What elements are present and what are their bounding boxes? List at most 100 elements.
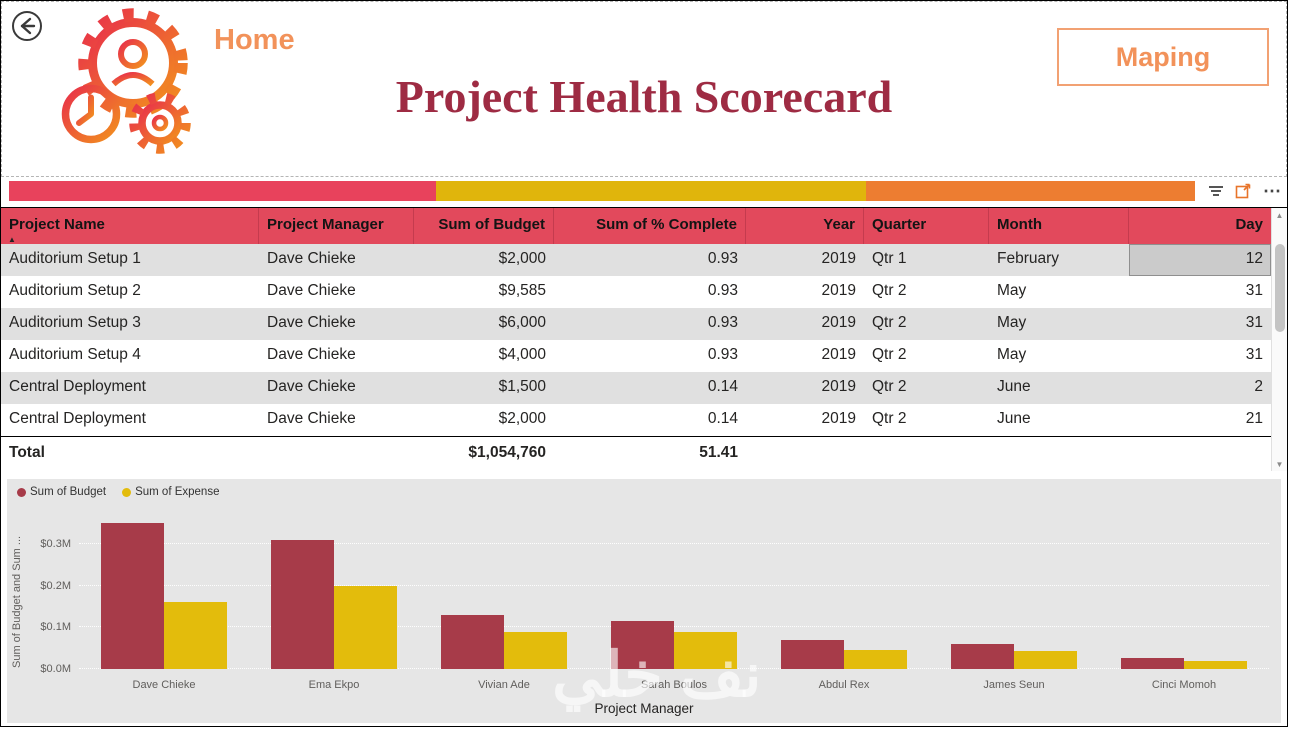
total-cell [259, 437, 414, 471]
table-row[interactable]: Auditorium Setup 1 Dave Chieke $2,000 0.93 2… [1, 244, 1271, 276]
back-button[interactable] [11, 10, 43, 42]
bar-group [79, 515, 249, 669]
scrollbar-thumb[interactable] [1275, 244, 1285, 332]
x-axis-title: Project Manager [594, 701, 694, 716]
cell-month: May [997, 314, 1027, 331]
table-row[interactable]: Central Deployment Dave Chieke $1,500 0.14 2… [1, 372, 1271, 404]
cell-day: 12 [1129, 244, 1271, 276]
cell-quarter: Qtr 2 [872, 410, 907, 427]
bar-sum-of-budget[interactable] [950, 644, 1014, 669]
column-header-day[interactable]: Day [1129, 208, 1271, 244]
project-table: Project Name ▲ Project Manager Sum of Budge… [1, 207, 1287, 471]
gears-clock-logo-icon [46, 6, 211, 176]
cell-month: May [997, 282, 1027, 299]
cell-month: February [997, 250, 1060, 267]
total-cell: 51.41 [699, 444, 738, 461]
legend-item[interactable]: Sum of Expense [122, 486, 219, 498]
bar-sum-of-expense[interactable] [334, 585, 398, 669]
bar-sum-of-budget[interactable] [610, 621, 674, 669]
bar-sum-of-budget[interactable] [440, 614, 504, 669]
cell-project: Central Deployment [9, 410, 146, 427]
filter-icon[interactable] [1209, 186, 1223, 196]
cell-month: June [997, 410, 1031, 427]
visual-toolbar: ⋯ [1209, 181, 1281, 201]
column-header-complete[interactable]: Sum of % Complete [554, 208, 746, 244]
cell-quarter: Qtr 1 [872, 250, 907, 267]
cell-quarter: Qtr 2 [872, 282, 907, 299]
x-axis-label: Vivian Ade [478, 679, 530, 691]
slicer-segment-yellow[interactable] [435, 181, 867, 201]
bar-sum-of-expense[interactable] [164, 602, 228, 669]
x-axis-label: Dave Chieke [132, 679, 196, 691]
bar-sum-of-budget[interactable] [780, 639, 844, 669]
bar-sum-of-budget[interactable] [270, 539, 334, 669]
column-header-manager[interactable]: Project Manager [259, 208, 414, 244]
column-header-year[interactable]: Year [746, 208, 864, 244]
cell-budget: $2,000 [498, 250, 546, 267]
cell-month: May [997, 346, 1027, 363]
cell-complete: 0.14 [707, 378, 738, 395]
cell-project: Auditorium Setup 2 [9, 282, 141, 299]
cell-day: 2 [1254, 378, 1263, 395]
cell-manager: Dave Chieke [267, 346, 356, 363]
maping-button[interactable]: Maping [1057, 28, 1269, 86]
total-cell [1129, 437, 1271, 471]
table-scrollbar[interactable]: ▲ ▼ [1271, 208, 1287, 471]
column-header-quarter[interactable]: Quarter [864, 208, 989, 244]
cell-year: 2019 [821, 314, 856, 331]
bar-sum-of-expense[interactable] [504, 631, 568, 669]
legend-dot [122, 487, 132, 497]
bar-sum-of-expense[interactable] [1184, 660, 1248, 669]
x-axis-label: Abdul Rex [818, 679, 870, 691]
column-header-project[interactable]: Project Name ▲ [1, 208, 259, 244]
cell-month: June [997, 378, 1031, 395]
bar-groups [79, 515, 1269, 669]
slicer-segment-red[interactable] [9, 181, 436, 201]
y-tick-label: $0.1M [40, 621, 71, 634]
scroll-up-icon[interactable]: ▲ [1275, 210, 1284, 220]
cell-complete: 0.93 [707, 282, 738, 299]
scrollbar-track[interactable] [1272, 222, 1287, 457]
cell-manager: Dave Chieke [267, 282, 356, 299]
bar-sum-of-budget[interactable] [100, 523, 164, 669]
bar-sum-of-expense[interactable] [1014, 650, 1078, 669]
cell-complete: 0.14 [707, 410, 738, 427]
cell-project: Auditorium Setup 1 [9, 250, 141, 267]
bar-sum-of-expense[interactable] [844, 649, 908, 669]
scroll-down-icon[interactable]: ▼ [1275, 459, 1284, 469]
plot-area: $0.0M $0.1M $0.2M $0.3M [40, 515, 1269, 675]
cell-day: 31 [1245, 346, 1263, 363]
bar-group [419, 515, 589, 669]
cell-quarter: Qtr 2 [872, 346, 907, 363]
bar-group [589, 515, 759, 669]
table-row[interactable]: Auditorium Setup 4 Dave Chieke $4,000 0.93 2… [1, 340, 1271, 372]
table-row[interactable]: Auditorium Setup 2 Dave Chieke $9,585 0.93 2… [1, 276, 1271, 308]
home-link[interactable]: Home [214, 24, 295, 56]
x-axis-label: James Seun [983, 679, 1045, 691]
more-options-icon[interactable]: ⋯ [1263, 181, 1281, 201]
cell-manager: Dave Chieke [267, 378, 356, 395]
bar-sum-of-expense[interactable] [674, 632, 738, 669]
table-row[interactable]: Auditorium Setup 3 Dave Chieke $6,000 0.93 2… [1, 308, 1271, 340]
cell-year: 2019 [821, 410, 856, 427]
cell-manager: Dave Chieke [267, 314, 356, 331]
slicer-bar [9, 181, 1195, 201]
cell-year: 2019 [821, 250, 856, 267]
column-header-budget[interactable]: Sum of Budget [414, 208, 554, 244]
column-header-month[interactable]: Month [989, 208, 1129, 244]
cell-budget: $9,585 [498, 282, 546, 299]
y-tick-label: $0.0M [40, 663, 71, 675]
slicer-segment-orange[interactable] [866, 181, 1195, 201]
cell-manager: Dave Chieke [267, 250, 356, 267]
cell-budget: $6,000 [498, 314, 546, 331]
total-cell [864, 437, 989, 471]
table-row[interactable]: Central Deployment Dave Chieke $2,000 0.14 2… [1, 404, 1271, 436]
bar-group [759, 515, 929, 669]
focus-mode-icon[interactable] [1235, 183, 1251, 199]
slicer-row: ⋯ [9, 180, 1281, 202]
legend-item[interactable]: Sum of Budget [17, 486, 106, 498]
bar-sum-of-budget[interactable] [1120, 657, 1184, 669]
x-axis-label: Ema Ekpo [308, 679, 360, 691]
page-title: Project Health Scorecard [395, 71, 893, 122]
cell-budget: $2,000 [498, 410, 546, 427]
